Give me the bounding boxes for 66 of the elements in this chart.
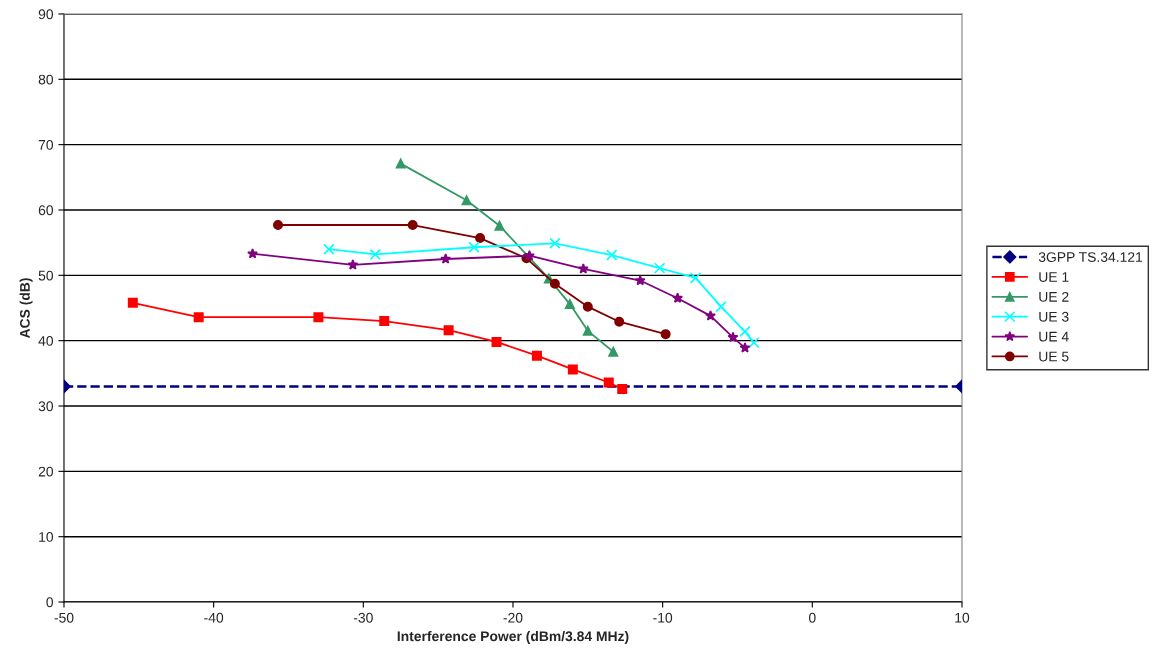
point	[634, 274, 646, 286]
point	[614, 316, 625, 327]
point	[494, 220, 505, 231]
y-tick-label: 20	[38, 466, 54, 477]
y-axis-title: ACS (dB)	[19, 278, 33, 339]
point	[323, 243, 335, 255]
point	[567, 364, 578, 375]
y-tick-label: 40	[38, 336, 54, 346]
y-tick-label: 30	[38, 401, 54, 412]
point	[603, 377, 614, 388]
legend-label: UE 4	[1039, 331, 1069, 342]
y-tick-label: 50	[38, 270, 54, 281]
point	[443, 325, 454, 336]
point	[577, 263, 589, 274]
point	[715, 300, 727, 313]
legend-label: UE 5	[1039, 351, 1069, 362]
point	[491, 336, 502, 347]
x-axis-title: Interference Power (dBm/3.84 MHz)	[397, 630, 629, 644]
legend-label: UE 2	[1039, 291, 1069, 302]
point	[407, 220, 418, 231]
y-tick-label: 80	[38, 74, 54, 85]
x-tick-label: -20	[503, 612, 523, 623]
y-tick-label: 70	[38, 139, 54, 150]
point	[582, 301, 593, 312]
point	[549, 278, 560, 289]
x-tick-label: -10	[653, 612, 673, 623]
point	[672, 292, 684, 303]
y-tick-label: 10	[39, 532, 54, 542]
point	[608, 346, 619, 357]
point	[582, 325, 593, 336]
point	[739, 325, 751, 338]
point	[653, 262, 666, 274]
point	[313, 312, 324, 323]
point	[461, 195, 472, 206]
x-tick-label: -30	[353, 612, 373, 623]
point	[127, 297, 138, 308]
point	[689, 272, 702, 284]
point	[727, 331, 739, 343]
legend-label: 3GPP TS.34.121	[1038, 252, 1143, 262]
x-tick-label: 0	[808, 612, 816, 623]
point	[617, 384, 628, 395]
point	[748, 336, 760, 349]
point	[440, 253, 452, 264]
x-tick-label: -50	[54, 612, 74, 623]
legend-label: UE 1	[1039, 272, 1069, 282]
point	[468, 241, 480, 253]
point	[379, 316, 390, 327]
point	[564, 299, 575, 310]
point	[705, 310, 716, 321]
point	[531, 350, 542, 361]
point	[369, 248, 381, 261]
y-tick-label: 90	[38, 9, 54, 20]
point	[395, 158, 406, 169]
legend-label: UE 3	[1039, 311, 1069, 322]
point	[475, 233, 486, 244]
point	[273, 220, 284, 231]
point	[660, 329, 671, 340]
point	[247, 248, 259, 259]
y-tick-label: 0	[46, 597, 54, 608]
x-tick-label: -40	[204, 612, 224, 623]
point	[606, 249, 618, 261]
x-tick-label: 10	[955, 612, 970, 623]
point	[347, 259, 359, 270]
point	[193, 312, 204, 323]
point	[549, 237, 561, 250]
y-tick-label: 60	[38, 205, 54, 216]
